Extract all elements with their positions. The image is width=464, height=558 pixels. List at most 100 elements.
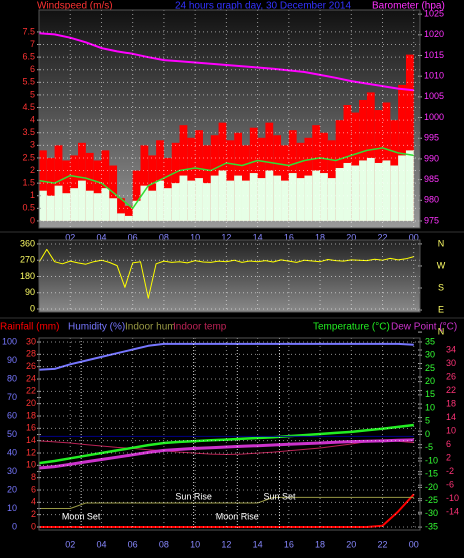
y-tick-label: 35 bbox=[425, 336, 435, 346]
y-tick-label: 2 bbox=[31, 509, 36, 519]
x-tick-label: 12 bbox=[221, 539, 231, 549]
y-tick-label: 90 bbox=[7, 355, 17, 365]
y-tick-label: 3.5 bbox=[22, 127, 35, 137]
y-tick-label: 1 bbox=[30, 190, 35, 200]
y-tick-label: 10 bbox=[425, 402, 435, 412]
x-tick-label: 08 bbox=[159, 539, 169, 549]
y-tick-label: 7.5 bbox=[22, 26, 35, 36]
y-tick-label: 14 bbox=[446, 412, 456, 422]
bar bbox=[85, 152, 94, 221]
bar bbox=[163, 188, 172, 221]
bar bbox=[320, 173, 328, 221]
y-tick-label: 34 bbox=[446, 344, 456, 354]
x-tick-label: 06 bbox=[128, 539, 138, 549]
plot-area bbox=[39, 240, 420, 312]
x-tick-label: 18 bbox=[315, 539, 325, 549]
y-tick-label: 30 bbox=[446, 358, 456, 368]
x-tick-label: 20 bbox=[346, 232, 356, 242]
legend-entry: Temperature (°C) bbox=[313, 322, 390, 333]
y-tick-label: 4.5 bbox=[22, 102, 35, 112]
bar bbox=[210, 175, 219, 221]
y-tick-label: 985 bbox=[424, 174, 439, 184]
x-tick-label: 02 bbox=[65, 232, 75, 242]
y-tick-label: 26 bbox=[446, 371, 456, 381]
legend-entry: Humidity (%) bbox=[68, 322, 125, 333]
plot-frame bbox=[38, 239, 421, 313]
y-tick-label: 6.5 bbox=[22, 52, 35, 62]
bar bbox=[249, 173, 258, 221]
bar bbox=[132, 170, 141, 221]
x-tick-label: 14 bbox=[253, 232, 263, 242]
x-tick-label: 04 bbox=[96, 539, 106, 549]
bar bbox=[179, 175, 188, 221]
plot-area bbox=[39, 338, 420, 530]
line bbox=[38, 147, 414, 210]
bar bbox=[148, 155, 157, 221]
y-tick-label: E bbox=[438, 304, 444, 314]
y-tick-label: 6 bbox=[446, 439, 451, 449]
bar bbox=[124, 215, 133, 221]
y-tick-label: W bbox=[437, 260, 446, 270]
bar bbox=[78, 180, 86, 221]
bar bbox=[234, 175, 242, 221]
bar bbox=[54, 145, 63, 221]
bar bbox=[366, 92, 375, 221]
y-tick-label: 7 bbox=[30, 39, 35, 49]
y-tick-label: 270 bbox=[20, 255, 35, 265]
bar bbox=[359, 160, 367, 221]
bar bbox=[140, 145, 149, 221]
y-tick-label: 1000 bbox=[424, 112, 444, 122]
event-label: Sun Set bbox=[263, 491, 296, 501]
bar bbox=[171, 142, 180, 221]
y-tick-label: 0 bbox=[30, 303, 35, 313]
y-tick-label: 3 bbox=[30, 140, 35, 150]
y-tick-label: 0 bbox=[12, 521, 17, 531]
x-tick-label: 10 bbox=[190, 539, 200, 549]
bar bbox=[343, 162, 352, 221]
x-tick-label: 02 bbox=[65, 539, 75, 549]
x-tick-label: 10 bbox=[190, 232, 200, 242]
y-tick-label: 80 bbox=[7, 373, 17, 383]
bar bbox=[62, 160, 71, 221]
bar bbox=[304, 175, 313, 221]
y-tick-label: 30 bbox=[26, 336, 36, 346]
bar bbox=[117, 213, 125, 221]
bar bbox=[46, 157, 55, 221]
bar bbox=[366, 157, 375, 221]
y-tick-label: 6 bbox=[31, 484, 36, 494]
bar bbox=[179, 125, 188, 221]
bar bbox=[241, 180, 250, 221]
y-tick-label: 0 bbox=[31, 521, 36, 531]
y-tick-label: 26 bbox=[26, 361, 36, 371]
bar bbox=[148, 190, 157, 221]
bar bbox=[382, 160, 391, 221]
y-tick-label: N bbox=[438, 326, 445, 336]
y-tick-label: 1010 bbox=[424, 71, 444, 81]
y-tick-label: 8 bbox=[31, 472, 36, 482]
y-tick-label: S bbox=[438, 282, 444, 292]
x-tick-label: 20 bbox=[346, 539, 356, 549]
bar bbox=[187, 180, 196, 221]
y-tick-label: 100 bbox=[2, 336, 17, 346]
y-tick-label: 90 bbox=[25, 287, 35, 297]
y-tick-label: 15 bbox=[425, 389, 435, 399]
x-tick-label: 06 bbox=[128, 232, 138, 242]
y-tick-label: 6 bbox=[30, 64, 35, 74]
y-tick-label: 18 bbox=[26, 410, 36, 420]
y-tick-label: 5.5 bbox=[22, 77, 35, 87]
y-tick-label: 12 bbox=[26, 447, 36, 457]
bar bbox=[85, 190, 94, 221]
bar bbox=[405, 150, 414, 221]
y-tick-label: 30 bbox=[425, 350, 435, 360]
y-tick-label: 1015 bbox=[424, 50, 444, 60]
y-tick-label: 24 bbox=[26, 373, 36, 383]
bar bbox=[195, 178, 203, 221]
bar bbox=[312, 170, 321, 221]
y-tick-label: 20 bbox=[7, 484, 17, 494]
y-tick-label: -35 bbox=[425, 521, 438, 531]
x-tick-label: 22 bbox=[378, 232, 388, 242]
x-tick-label: 16 bbox=[284, 232, 294, 242]
bar bbox=[171, 183, 180, 221]
y-tick-label: 10 bbox=[7, 503, 17, 513]
y-tick-label: 1025 bbox=[424, 9, 444, 19]
